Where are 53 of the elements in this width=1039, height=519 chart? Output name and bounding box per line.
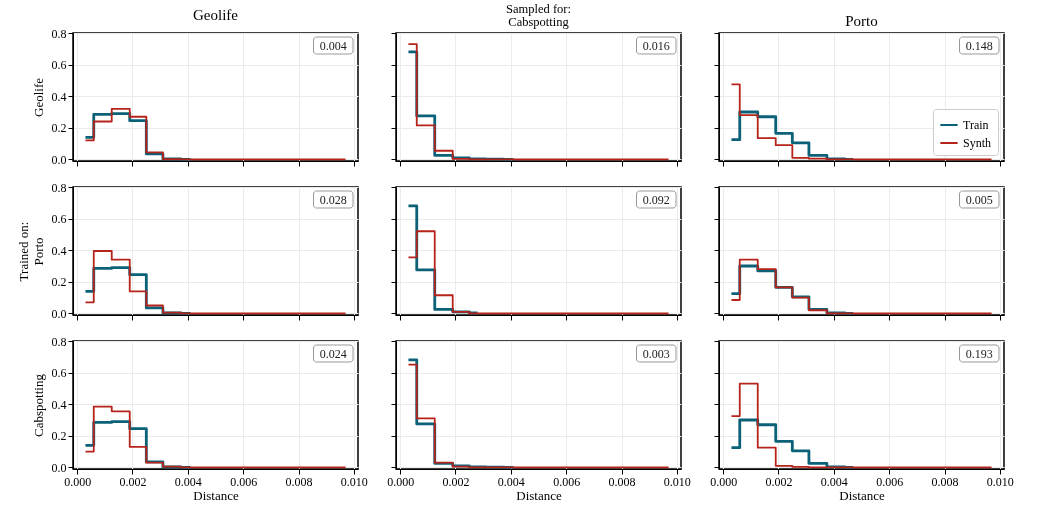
x-tick-label: 0.002 <box>442 474 470 489</box>
y-tick-label: 0.8 <box>51 334 67 349</box>
annotation: 0.004 <box>319 39 347 53</box>
y-axis-title: Geolife <box>30 77 46 117</box>
x-axis-title: Distance <box>193 487 239 503</box>
y-axis-title: Cabspotting <box>30 373 46 437</box>
y-tick-label: 0.6 <box>51 212 67 227</box>
y-tick-label: 0.2 <box>51 275 67 290</box>
x-tick-label: 0.008 <box>608 474 636 489</box>
chart-title: Geolife <box>193 7 239 23</box>
y-tick-label: 0.0 <box>51 152 67 167</box>
x-tick-label: 0.002 <box>765 474 793 489</box>
y-tick-label: 0.4 <box>51 89 67 104</box>
y-tick-label: 0.0 <box>51 306 67 321</box>
x-tick-label: 0.004 <box>497 474 525 489</box>
y-tick-label: 0.2 <box>51 121 67 136</box>
y-tick-label: 0.8 <box>51 180 67 195</box>
annotation: 0.003 <box>642 347 670 361</box>
x-tick-label: 0.000 <box>387 474 415 489</box>
x-axis-title: Distance <box>516 487 562 503</box>
annotation: 0.148 <box>965 39 993 53</box>
x-tick-label: 0.002 <box>119 474 147 489</box>
x-axis-title: Distance <box>839 487 885 503</box>
chart-title: Porto <box>845 12 878 29</box>
x-tick-label: 0.000 <box>64 474 92 489</box>
x-tick-label: 0.004 <box>174 474 202 489</box>
legend-label: Train <box>963 118 989 132</box>
x-tick-label: 0.006 <box>230 474 258 489</box>
x-tick-label: 0.010 <box>663 474 691 489</box>
x-tick-label: 0.008 <box>285 474 313 489</box>
x-tick-label: 0.010 <box>340 474 368 489</box>
y-tick-label: 0.0 <box>51 460 67 475</box>
annotation: 0.024 <box>319 347 347 361</box>
x-tick-label: 0.004 <box>820 474 848 489</box>
x-tick-label: 0.008 <box>931 474 959 489</box>
legend-label: Synth <box>963 136 992 150</box>
y-tick-label: 0.2 <box>51 429 67 444</box>
x-tick-label: 0.000 <box>710 474 738 489</box>
x-tick-label: 0.010 <box>986 474 1014 489</box>
annotation: 0.193 <box>965 347 993 361</box>
x-tick-label: 0.006 <box>553 474 581 489</box>
y-tick-label: 0.8 <box>51 26 67 41</box>
y-axis-title: Trained on: Porto <box>15 221 46 282</box>
y-tick-label: 0.6 <box>51 366 67 381</box>
y-tick-label: 0.4 <box>51 243 67 258</box>
y-tick-label: 0.4 <box>51 397 67 412</box>
x-tick-label: 0.006 <box>876 474 904 489</box>
annotation: 0.005 <box>965 193 993 207</box>
annotation: 0.028 <box>319 193 347 207</box>
y-tick-label: 0.6 <box>51 58 67 73</box>
chart-title: Sampled for: Cabspotting <box>506 2 571 29</box>
annotation: 0.016 <box>642 39 670 53</box>
annotation: 0.092 <box>642 193 670 207</box>
